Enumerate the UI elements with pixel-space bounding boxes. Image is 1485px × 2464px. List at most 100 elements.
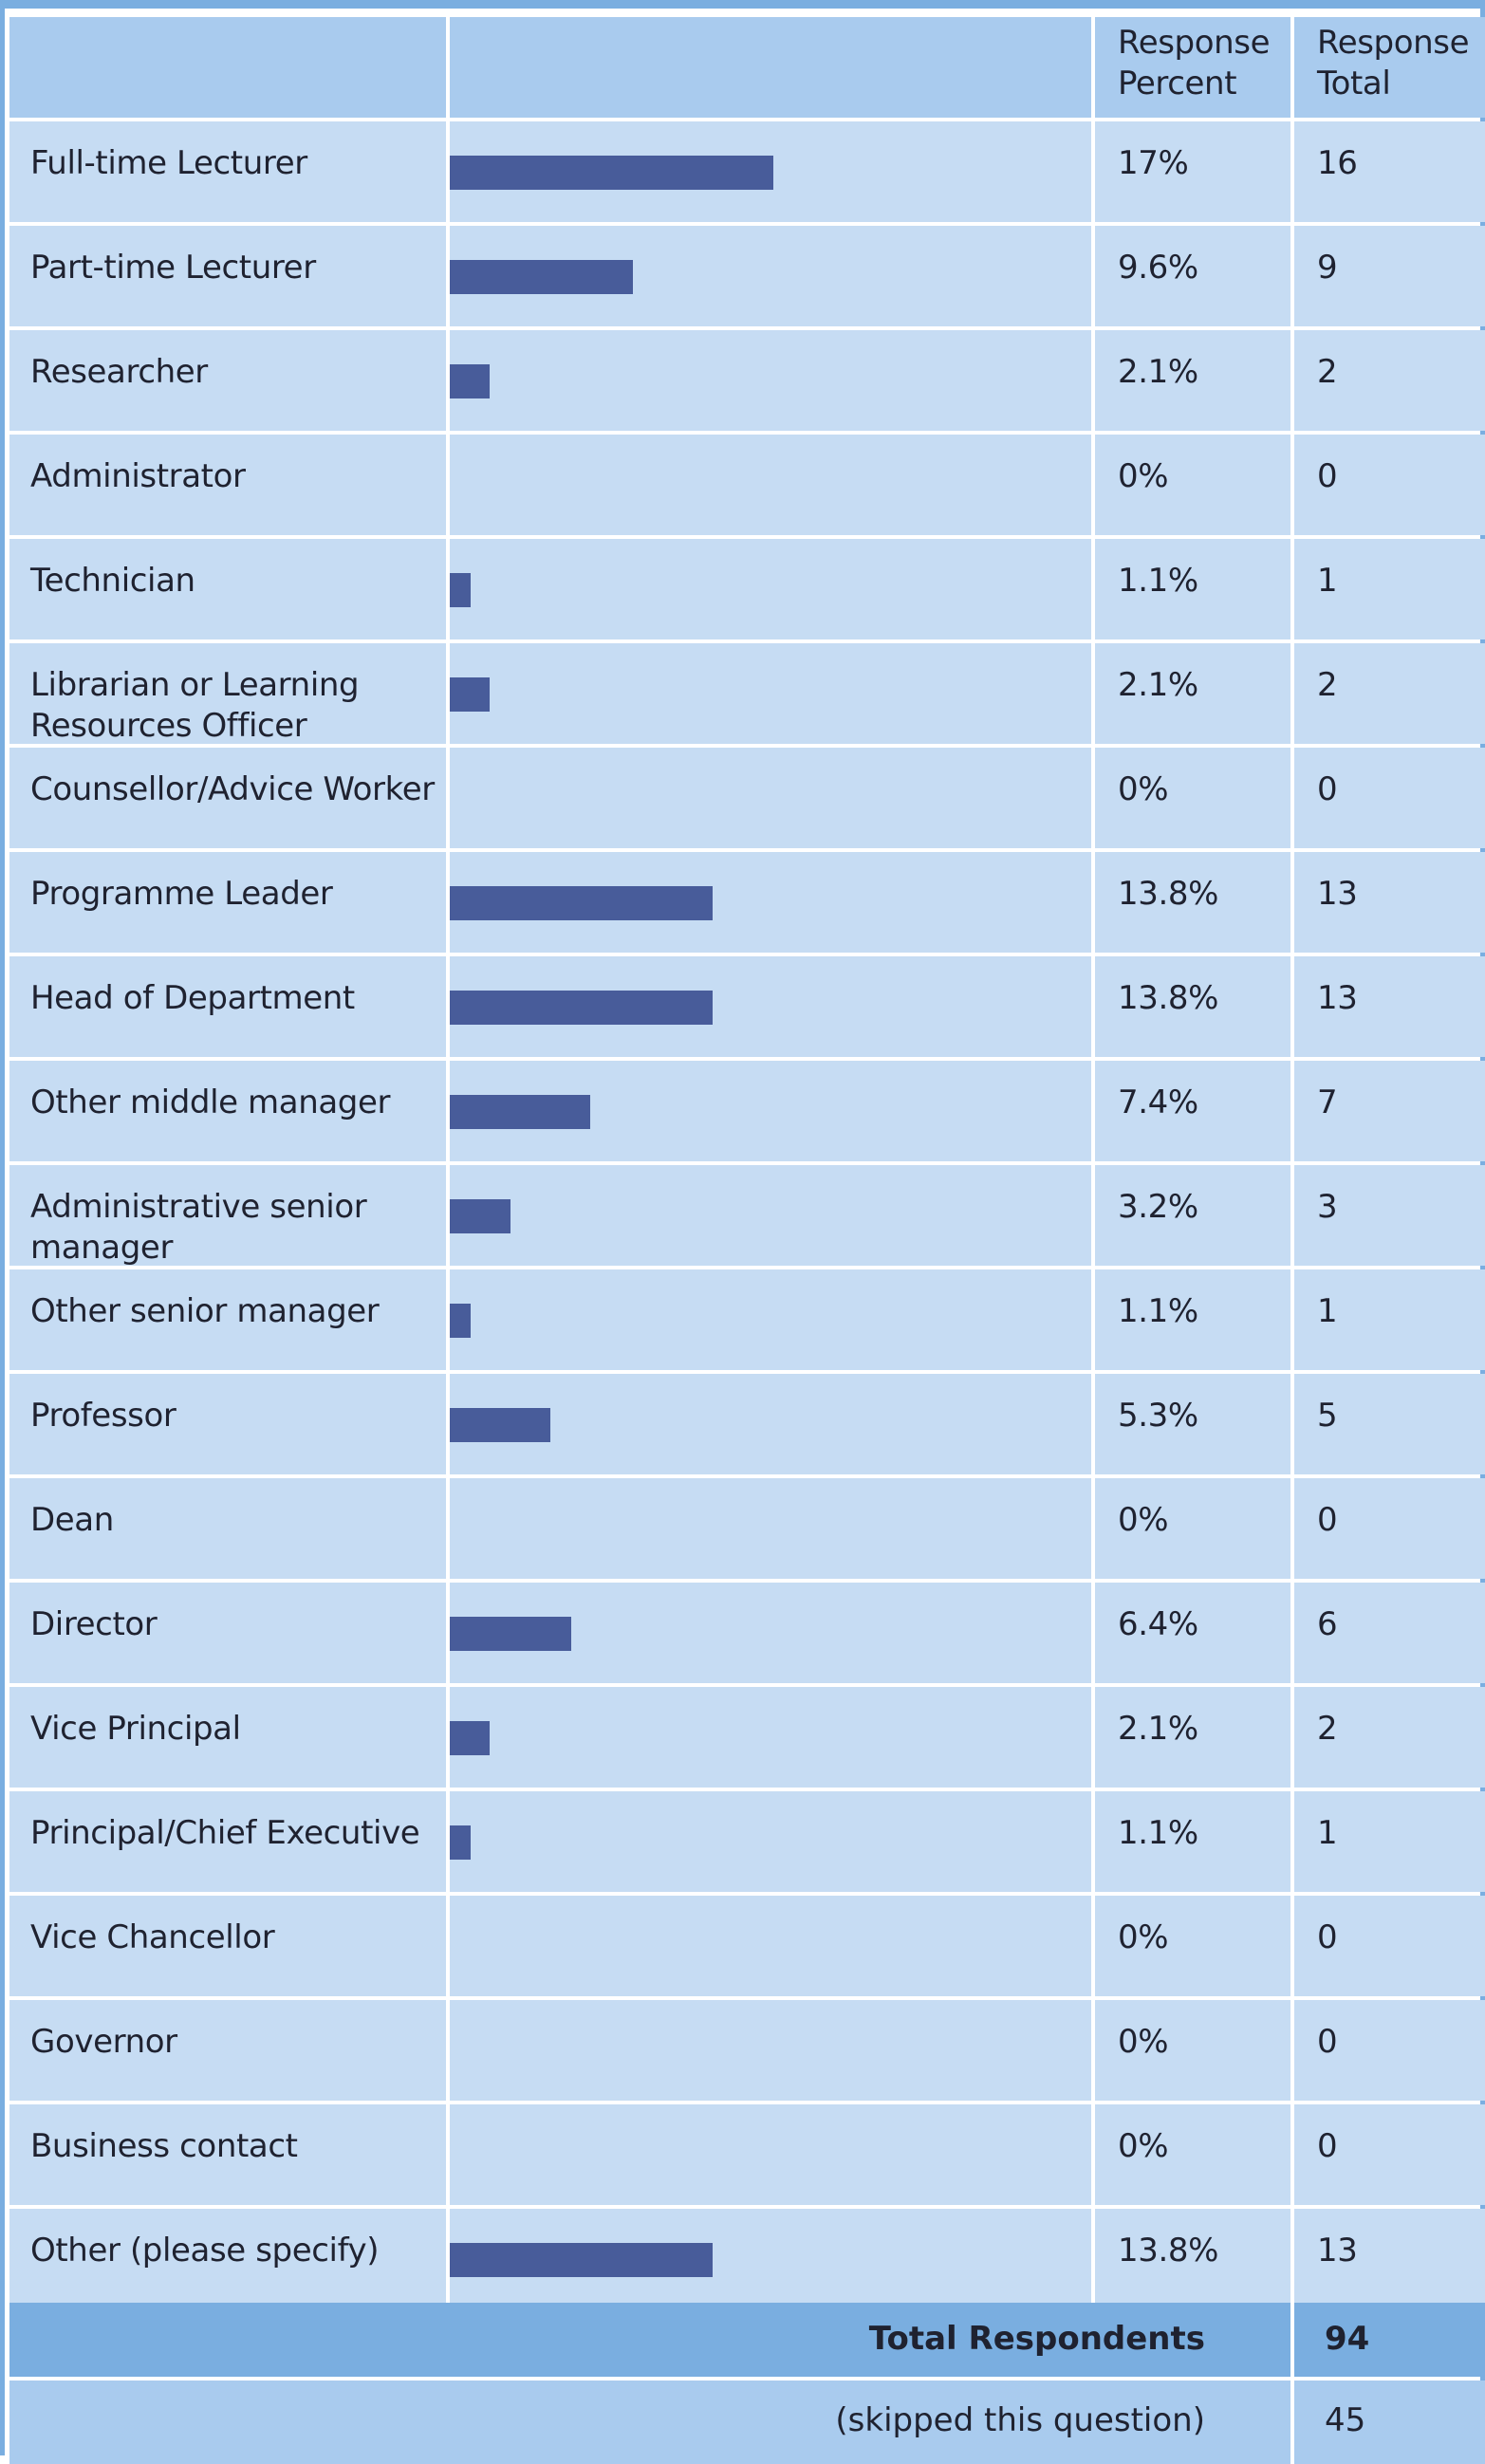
table-row: Professor 5.3% 5 [9, 1374, 1485, 1474]
row-bar-cell [450, 852, 1091, 953]
header-label-cell [9, 17, 446, 118]
row-response-percent: 6.4% [1095, 1583, 1290, 1683]
row-response-total: 13 [1294, 2209, 1485, 2309]
table-row: Vice Chancellor 0% 0 [9, 1896, 1485, 1996]
table-row: Researcher 2.1% 2 [9, 330, 1485, 431]
row-bar-cell [450, 1165, 1091, 1266]
row-response-percent: 7.4% [1095, 1061, 1290, 1161]
row-label: Programme Leader [9, 852, 446, 953]
row-bar-cell [450, 1791, 1091, 1892]
table-row: Full-time Lecturer 17% 16 [9, 121, 1485, 222]
table-row: Dean 0% 0 [9, 1478, 1485, 1579]
skipped-value-cell [1294, 2381, 1485, 2464]
row-label: Dean [9, 1478, 446, 1579]
row-response-total: 1 [1294, 1791, 1485, 1892]
total-label-cell [9, 2303, 1290, 2377]
row-label: Librarian or Learning Resources Officer [9, 643, 446, 745]
row-label: Technician [9, 539, 446, 639]
header-percent-line2: Percent [1118, 65, 1237, 102]
row-bar-cell [450, 1583, 1091, 1683]
row-label: Professor [9, 1374, 446, 1474]
row-response-total: 13 [1294, 956, 1485, 1057]
row-response-percent: 1.1% [1095, 539, 1290, 639]
row-bar-cell [450, 539, 1091, 639]
row-response-percent: 13.8% [1095, 852, 1290, 953]
row-response-total: 7 [1294, 1061, 1485, 1161]
table-row: Technician 1.1% 1 [9, 539, 1485, 639]
table-row: Head of Department 13.8% 13 [9, 956, 1485, 1057]
total-respondents-value: 94 [1325, 2320, 1370, 2358]
table-row: Business contact 0% 0 [9, 2104, 1485, 2205]
row-response-total: 2 [1294, 330, 1485, 431]
row-response-total: 0 [1294, 2104, 1485, 2205]
row-response-percent: 13.8% [1095, 2209, 1290, 2309]
response-bar [450, 1408, 550, 1442]
row-response-total: 9 [1294, 226, 1485, 326]
response-bar [450, 991, 713, 1025]
response-bar [450, 364, 490, 398]
row-bar-cell [450, 121, 1091, 222]
row-bar-cell [450, 1687, 1091, 1788]
header-percent-line1: Response [1118, 24, 1271, 62]
row-response-total: 0 [1294, 435, 1485, 535]
row-bar-cell [450, 1269, 1091, 1370]
row-response-total: 16 [1294, 121, 1485, 222]
row-label: Other middle manager [9, 1061, 446, 1161]
row-label: Other senior manager [9, 1269, 446, 1370]
table-header-row: Response Percent Response Total [9, 17, 1485, 118]
row-response-percent: 17% [1095, 121, 1290, 222]
total-value-cell [1294, 2303, 1485, 2377]
row-label: Part-time Lecturer [9, 226, 446, 326]
row-bar-cell [450, 956, 1091, 1057]
row-label: Researcher [9, 330, 446, 431]
row-response-total: 5 [1294, 1374, 1485, 1474]
row-response-percent: 0% [1095, 748, 1290, 848]
row-response-percent: 13.8% [1095, 956, 1290, 1057]
row-bar-cell [450, 2209, 1091, 2309]
table-row: Other senior manager 1.1% 1 [9, 1269, 1485, 1370]
table-row: Principal/Chief Executive 1.1% 1 [9, 1791, 1485, 1892]
row-response-total: 2 [1294, 1687, 1485, 1788]
total-respondents-row: Total Respondents 94 [9, 2303, 1485, 2377]
skipped-row: (skipped this question) 45 [9, 2381, 1485, 2464]
header-response-percent: Response Percent [1095, 17, 1290, 118]
row-bar-cell [450, 2000, 1091, 2101]
table-row: Part-time Lecturer 9.6% 9 [9, 226, 1485, 326]
row-bar-cell [450, 1896, 1091, 1996]
table-row: Administrative senior manager 3.2% 3 [9, 1165, 1485, 1267]
header-bar-cell [450, 17, 1091, 118]
table-row: Programme Leader 13.8% 13 [9, 852, 1485, 953]
skipped-question-label: (skipped this question) [835, 2401, 1205, 2439]
row-bar-cell [450, 1374, 1091, 1474]
row-bar-cell [450, 2104, 1091, 2205]
row-label: Principal/Chief Executive [9, 1791, 446, 1892]
row-bar-cell [450, 748, 1091, 848]
row-response-percent: 2.1% [1095, 643, 1290, 744]
row-bar-cell [450, 435, 1091, 535]
row-label: Governor [9, 2000, 446, 2101]
row-label: Administrator [9, 435, 446, 535]
response-bar [450, 886, 713, 920]
response-bar [450, 1304, 471, 1338]
response-bar [450, 2243, 713, 2277]
row-label: Business contact [9, 2104, 446, 2205]
row-response-percent: 1.1% [1095, 1269, 1290, 1370]
table-row: Vice Principal 2.1% 2 [9, 1687, 1485, 1788]
row-label: Vice Chancellor [9, 1896, 446, 1996]
table-row: Administrator 0% 0 [9, 435, 1485, 535]
row-response-total: 13 [1294, 852, 1485, 953]
row-label: Full-time Lecturer [9, 121, 446, 222]
header-total-line1: Response [1317, 24, 1470, 62]
row-response-percent: 9.6% [1095, 226, 1290, 326]
table-row: Governor 0% 0 [9, 2000, 1485, 2101]
table-row: Counsellor/Advice Worker 0% 0 [9, 748, 1485, 848]
row-bar-cell [450, 226, 1091, 326]
skipped-question-value: 45 [1325, 2401, 1366, 2439]
skipped-label-cell [9, 2381, 1290, 2464]
row-response-percent: 0% [1095, 2000, 1290, 2101]
row-label: Other (please specify) [9, 2209, 446, 2309]
response-bar [450, 1721, 490, 1755]
table-row: Director 6.4% 6 [9, 1583, 1485, 1683]
total-respondents-label: Total Respondents [868, 2320, 1205, 2358]
